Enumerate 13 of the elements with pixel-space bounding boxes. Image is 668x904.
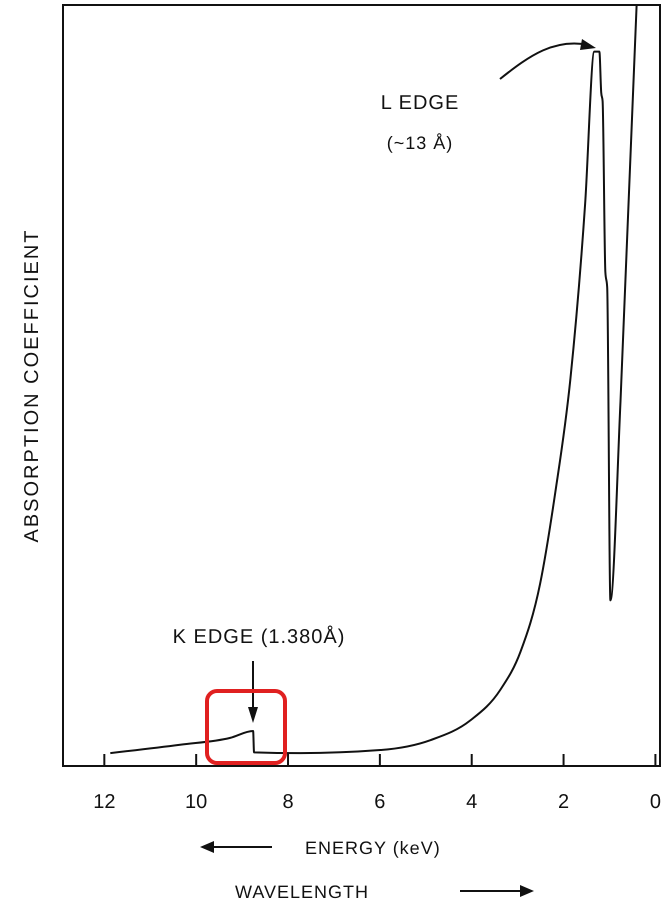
x-axis-title: ENERGY (keV) [305,838,441,858]
x-tick-label: 0 [650,791,661,813]
annotation: K EDGE (1.380Å) [172,625,346,648]
x-tick-label: 2 [558,791,570,813]
x-tick-label: 12 [93,791,116,813]
x-tick-label: 6 [374,791,386,813]
text: WAVELENGTH [235,882,370,902]
x-tick-label: 4 [466,791,478,813]
annotation: (~13 Å) [386,133,454,153]
y-axis-title: ABSORPTION COEFFICIENT [21,228,43,543]
x-tick-label: 10 [185,791,208,813]
x-tick-label: 8 [282,791,294,813]
annotation: L EDGE [380,92,460,114]
